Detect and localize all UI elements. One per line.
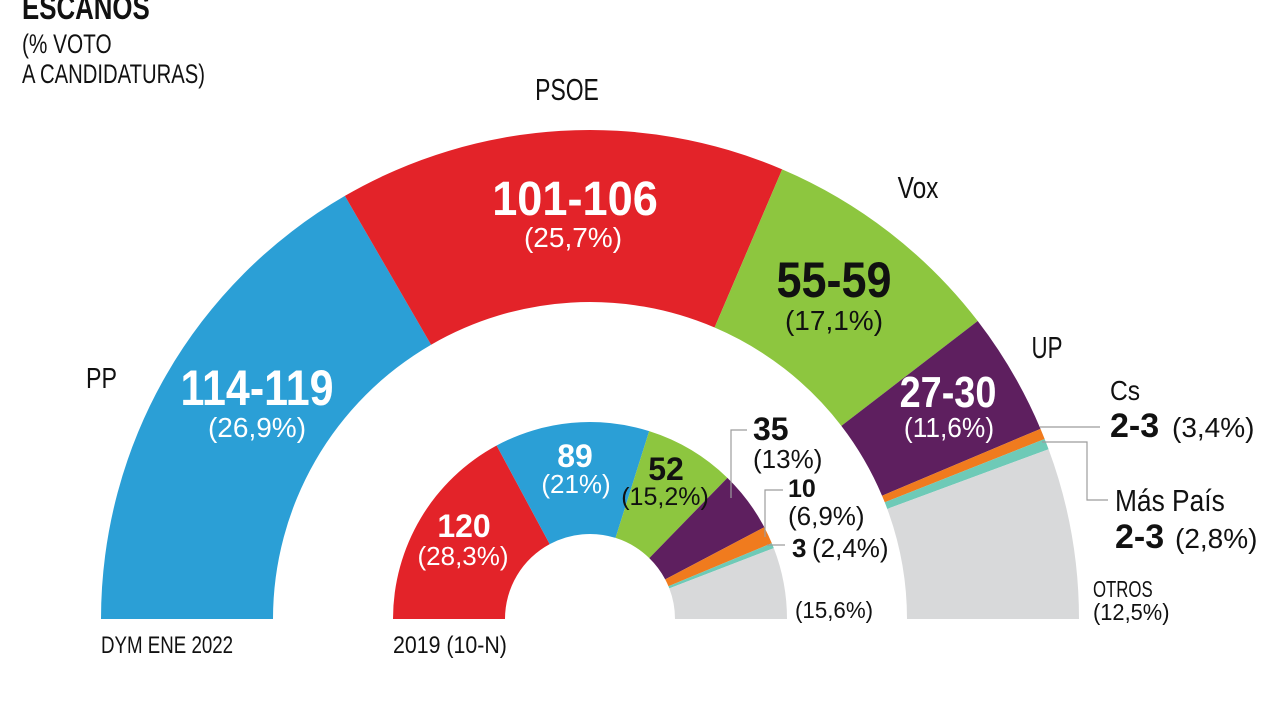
arc-vox-2019: [615, 431, 728, 559]
vote-label-up-2019: (13%): [753, 444, 822, 474]
vote-label-otros-2019: (15,6%): [795, 597, 873, 623]
mas-pais-values: 2-3 (2,8%): [1115, 518, 1257, 556]
party-label-otros: OTROS: [1093, 578, 1153, 603]
arc-cs-2019: [665, 527, 772, 587]
chart-subtitle-line-1: (% VOTO: [22, 29, 112, 59]
vote-label-cs-2019: (6,9%): [788, 501, 865, 531]
party-label-up: UP: [1031, 330, 1062, 364]
party-label-cs: Cs: [1110, 375, 1140, 407]
arc-psoe-2022: [344, 130, 783, 345]
arc-pp-2019: [496, 422, 650, 545]
party-label-psoe: PSOE: [535, 72, 599, 107]
seats-label-up: 27-30: [900, 367, 997, 416]
vote-label-cs: (3,4%): [1172, 412, 1254, 443]
leader-line-mas-pais: [1042, 441, 1108, 501]
party-label-pp: PP: [86, 361, 117, 394]
arc-vox-2022: [714, 169, 978, 426]
seats-label-cs: 2-3: [1110, 407, 1159, 445]
seats-label-psoe: 101-106: [492, 172, 658, 226]
seats-label-pp-2019: 89: [557, 438, 593, 474]
seats-label-vox: 55-59: [776, 253, 891, 309]
vote-label-mas-pais: (2,8%): [1175, 523, 1257, 554]
arc-otros-2019: [669, 548, 787, 619]
vote-label-vox: (17,1%): [785, 305, 883, 336]
chart-subtitle-line-2: A CANDIDATURAS): [22, 59, 205, 90]
seats-label-pp: 114-119: [180, 360, 333, 416]
arc-mas-pais-2022: [884, 438, 1049, 509]
seats-label-mas-pais-2019: 3: [792, 533, 806, 563]
party-label-mas-pais: Más País: [1115, 484, 1225, 518]
seats-label-vox-2019: 52: [648, 451, 684, 487]
arc-otros-2022: [887, 449, 1079, 619]
caption-2019: 2019 (10-N): [393, 631, 507, 658]
caption-dym-2022: DYM ENE 2022: [101, 632, 233, 659]
vote-label-pp-2019: (21%): [541, 469, 610, 499]
cs-values: 2-3 (3,4%): [1110, 407, 1254, 445]
arc-mas-pais-2019: [668, 543, 774, 589]
mas-pais-2019-values: 3 (2,4%): [792, 533, 889, 563]
vote-label-vox-2019: (15,2%): [621, 483, 709, 511]
leader-lines: [730, 426, 1108, 546]
vote-label-psoe: (25,7%): [524, 222, 622, 253]
seats-label-mas-pais: 2-3: [1115, 518, 1164, 556]
leader-line-up-2019: [730, 429, 747, 498]
arc-up-2022: [841, 321, 1041, 496]
leader-line-cs-2019: [764, 489, 783, 537]
arc-cs-2022: [882, 428, 1045, 503]
arc-pp-2022: [101, 195, 432, 619]
vote-label-otros: (12,5%): [1093, 599, 1169, 625]
chart-title: ESCAÑOS: [22, 0, 150, 27]
seats-label-psoe-2019: 120: [437, 508, 490, 544]
arcs-2019: [393, 422, 787, 619]
arcs-dym-2022: [101, 130, 1079, 619]
seats-label-up-2019: 35: [753, 411, 789, 447]
vote-label-up: (11,6%): [904, 411, 994, 443]
vote-label-psoe-2019: (28,3%): [417, 541, 508, 571]
vote-label-mas-pais-2019: (2,4%): [812, 533, 889, 563]
party-label-vox: Vox: [898, 170, 939, 204]
seats-label-cs-2019: 10: [788, 475, 816, 503]
arc-psoe-2019: [393, 445, 550, 619]
vote-label-pp: (26,9%): [208, 412, 306, 443]
arc-up-2019: [649, 477, 765, 580]
